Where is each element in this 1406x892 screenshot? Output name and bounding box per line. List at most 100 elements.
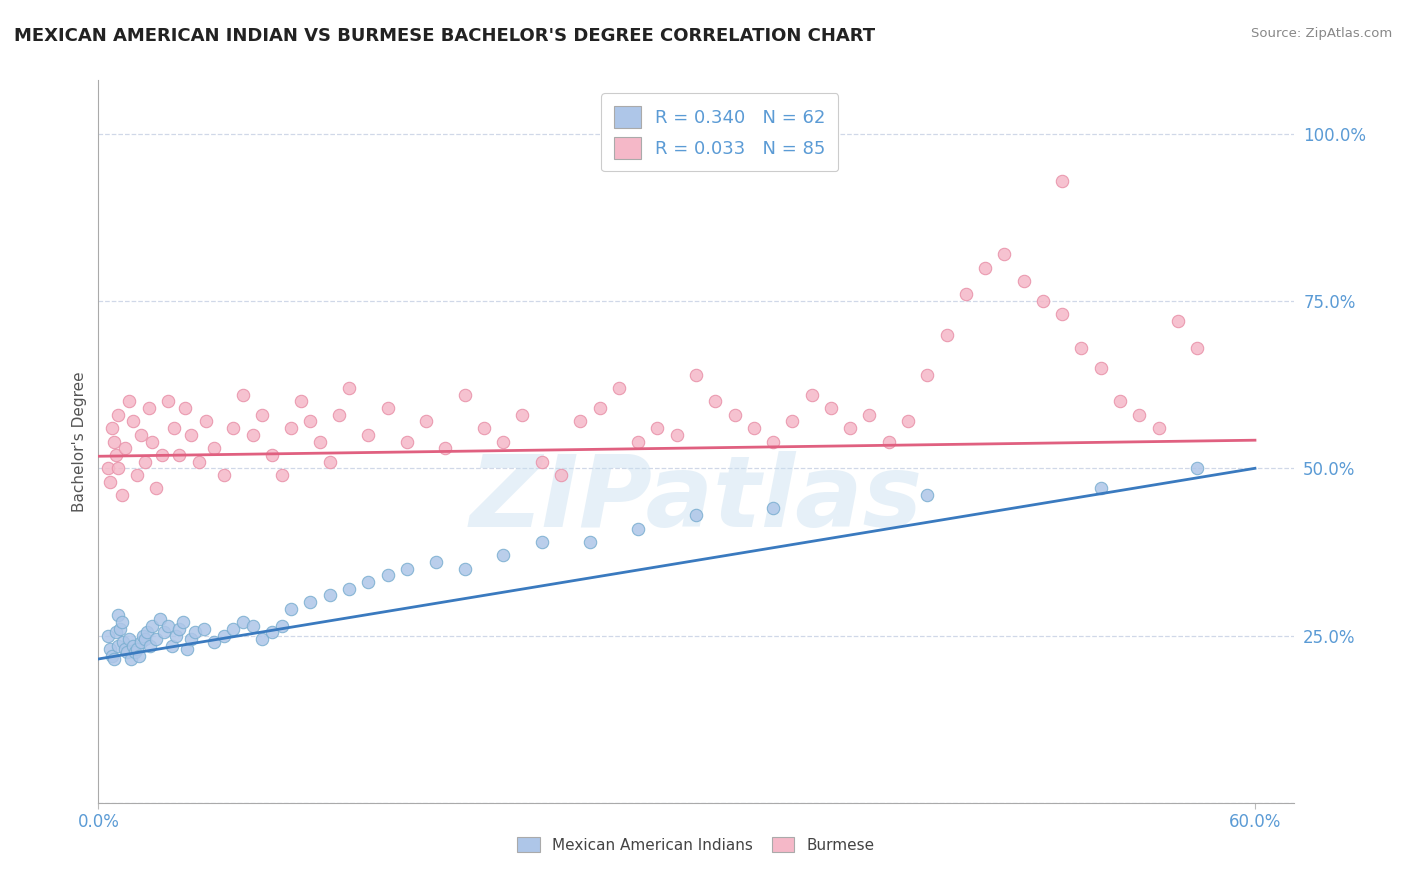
Point (169, 448, 191, 462)
Point (145, 632, 167, 646)
Point (101, 648, 124, 663)
Point (141, 618, 163, 632)
Point (337, 381, 360, 395)
Point (193, 622, 215, 636)
Point (472, 421, 495, 435)
Point (762, 434, 785, 449)
Point (395, 562, 418, 576)
Point (176, 642, 198, 657)
Point (377, 568, 399, 582)
Point (112, 635, 135, 649)
Point (134, 632, 156, 646)
Point (530, 534, 553, 549)
Point (588, 401, 610, 416)
Point (110, 488, 132, 502)
Point (280, 421, 302, 435)
Point (156, 618, 179, 632)
Point (180, 427, 202, 442)
Point (1167, 314, 1189, 328)
Point (187, 455, 209, 469)
Point (169, 622, 191, 636)
Point (704, 394, 727, 409)
Point (935, 327, 957, 342)
Point (627, 521, 650, 535)
Text: MEXICAN AMERICAN INDIAN VS BURMESE BACHELOR'S DEGREE CORRELATION CHART: MEXICAN AMERICAN INDIAN VS BURMESE BACHE… (14, 27, 875, 45)
Point (104, 448, 127, 462)
Point (647, 421, 669, 435)
Point (607, 381, 630, 395)
Point (160, 639, 183, 653)
Point (492, 548, 515, 563)
Point (97, 628, 120, 642)
Point (290, 394, 312, 409)
Point (222, 421, 245, 435)
Point (800, 387, 823, 401)
Point (174, 401, 197, 416)
Point (1070, 341, 1092, 355)
Point (415, 414, 437, 429)
Point (118, 394, 141, 409)
Point (124, 645, 146, 659)
Point (1050, 173, 1073, 188)
Point (897, 414, 920, 429)
Point (299, 414, 322, 429)
Point (107, 608, 129, 623)
Point (202, 442, 225, 455)
Point (1147, 421, 1170, 435)
Point (195, 414, 218, 429)
Point (165, 628, 187, 642)
Point (162, 421, 184, 435)
Point (1185, 461, 1208, 475)
Point (337, 582, 360, 596)
Point (202, 635, 225, 649)
Point (280, 602, 302, 616)
Point (114, 642, 136, 657)
Point (150, 448, 173, 462)
Point (377, 401, 399, 416)
Point (118, 632, 141, 646)
Point (319, 589, 342, 603)
Point (1090, 482, 1112, 496)
Point (425, 555, 447, 569)
Point (319, 455, 342, 469)
Point (1032, 294, 1054, 309)
Point (122, 639, 145, 653)
Point (252, 408, 274, 422)
Point (357, 575, 380, 590)
Point (149, 612, 172, 626)
Point (108, 622, 131, 636)
Point (129, 427, 152, 442)
Point (270, 467, 292, 482)
Point (1012, 274, 1035, 288)
Point (135, 625, 157, 640)
Point (184, 625, 207, 640)
Point (132, 628, 155, 642)
Point (820, 401, 842, 416)
Point (917, 368, 939, 382)
Point (156, 394, 179, 409)
Point (125, 642, 148, 657)
Point (212, 467, 235, 482)
Point (993, 247, 1015, 261)
Point (1128, 408, 1150, 422)
Point (98, 642, 121, 657)
Point (129, 635, 152, 649)
Point (260, 625, 283, 640)
Point (120, 652, 142, 666)
Point (917, 488, 939, 502)
Point (103, 434, 125, 449)
Point (858, 408, 880, 422)
Point (117, 645, 139, 659)
Point (723, 408, 745, 422)
Point (492, 434, 515, 449)
Text: Source: ZipAtlas.com: Source: ZipAtlas.com (1251, 27, 1392, 40)
Point (569, 414, 592, 429)
Point (1090, 361, 1112, 376)
Point (260, 448, 283, 462)
Point (1185, 341, 1208, 355)
Point (762, 501, 785, 516)
Point (512, 408, 534, 422)
Point (309, 434, 332, 449)
Point (665, 427, 688, 442)
Point (242, 427, 264, 442)
